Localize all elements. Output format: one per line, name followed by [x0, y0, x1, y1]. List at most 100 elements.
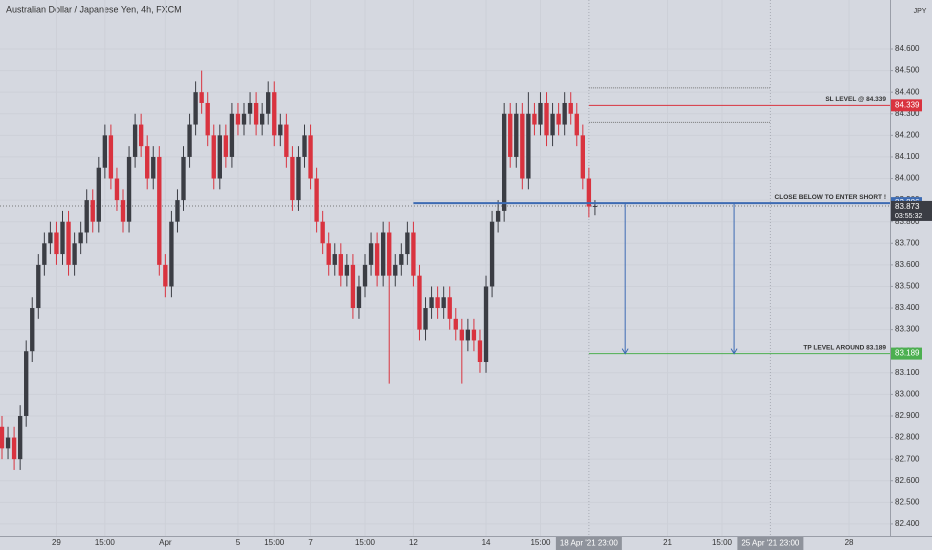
y-tick-label: 83.000: [895, 390, 920, 399]
candle-body: [538, 102, 543, 125]
candle-body: [17, 415, 23, 460]
candle-body: [151, 156, 156, 179]
candle-body: [11, 437, 17, 460]
candle-body: [477, 340, 483, 363]
candle-body: [60, 221, 65, 255]
candle-body: [108, 135, 114, 179]
x-tick-label: 5: [236, 538, 241, 547]
candle-body: [253, 102, 259, 125]
candle-body: [526, 113, 531, 179]
y-tick-label: 83.500: [895, 282, 920, 291]
candle-body: [338, 254, 343, 276]
level-label: SL LEVEL @ 84.339: [825, 96, 886, 103]
candle-body: [96, 167, 101, 222]
candle-body: [344, 264, 350, 276]
candle-body: [0, 426, 5, 449]
candle-body: [374, 243, 380, 276]
candle-body: [302, 135, 307, 157]
marker-label: 25 Apr '21 23:00: [741, 539, 800, 548]
candle-body: [205, 102, 210, 136]
candle-body: [30, 308, 35, 352]
candle-body: [120, 200, 126, 222]
x-tick-label: 15:00: [95, 538, 116, 547]
candle-body: [332, 254, 337, 265]
y-tick-label: 84.400: [895, 87, 920, 96]
x-tick-label: 15:00: [712, 538, 733, 547]
chart-title: Australian Dollar / Japanese Yen, 4h, FX…: [6, 4, 182, 14]
candle-body: [562, 102, 567, 125]
candle-body: [508, 113, 513, 157]
candle-body: [320, 221, 325, 244]
candle-body: [356, 286, 362, 309]
y-tick-label: 82.700: [895, 454, 920, 463]
candle-body: [580, 135, 586, 179]
candle-body: [114, 178, 120, 201]
y-tick-label: 82.800: [895, 433, 920, 442]
x-tick-label: 15:00: [355, 538, 376, 547]
candle-body: [520, 113, 525, 179]
candle-body: [72, 243, 77, 265]
y-tick-label: 84.000: [895, 174, 920, 183]
candle-body: [544, 102, 549, 136]
x-tick-label: 7: [308, 538, 313, 547]
x-tick-label: Apr: [159, 538, 172, 547]
candle-body: [187, 124, 192, 157]
arrow-head: [730, 348, 738, 355]
y-tick-label: 83.700: [895, 238, 920, 247]
candle-body: [48, 232, 53, 244]
price-tag-label: 84.339: [895, 100, 920, 109]
candle-body: [126, 156, 132, 222]
candle-body: [175, 200, 180, 222]
y-tick-label: 83.400: [895, 303, 920, 312]
candle-body: [489, 221, 495, 287]
candle-body: [241, 113, 247, 125]
candle-body: [90, 200, 95, 222]
candle-body: [550, 113, 555, 136]
candle-body: [556, 113, 561, 125]
candle-body: [5, 437, 11, 449]
countdown: 03:55:32: [895, 213, 922, 220]
level-label: CLOSE BELOW TO ENTER SHORT !: [775, 194, 886, 201]
candle-body: [362, 264, 368, 287]
candle-body: [429, 297, 434, 309]
arrow-head: [621, 348, 629, 355]
level-label: TP LEVEL AROUND 83.189: [803, 344, 886, 351]
candle-body: [459, 329, 464, 341]
marker-label: 18 Apr '21 23:00: [560, 539, 619, 548]
candle-body: [223, 135, 229, 157]
y-tick-label: 84.100: [895, 152, 920, 161]
candle-body: [163, 264, 168, 287]
y-tick-label: 83.300: [895, 325, 920, 334]
candle-body: [471, 329, 477, 341]
y-tick-label: 83.600: [895, 260, 920, 269]
candle-body: [181, 156, 186, 201]
marker-tag: [555, 537, 622, 550]
candle-body: [211, 135, 216, 179]
candle-body: [259, 113, 265, 125]
candle-body: [586, 178, 592, 207]
candle-body: [368, 243, 374, 265]
candle-body: [568, 102, 573, 114]
y-tick-label: 83.100: [895, 368, 920, 377]
x-tick-label: 15:00: [264, 538, 285, 547]
candle-body: [199, 92, 204, 103]
candle-body: [145, 146, 150, 179]
candle-body: [532, 113, 537, 125]
candle-body: [387, 232, 392, 276]
candle-body: [24, 351, 29, 416]
candle-body: [465, 329, 471, 341]
candle-body: [326, 243, 331, 265]
candle-body: [405, 232, 410, 255]
candle-body: [296, 156, 301, 201]
x-tick-label: 14: [482, 538, 491, 547]
candle-body: [441, 297, 446, 309]
candle-body: [284, 124, 289, 157]
candle-body: [574, 113, 579, 136]
candle-body: [514, 113, 519, 157]
candle-body: [102, 135, 108, 168]
x-tick-label: 29: [52, 538, 61, 547]
candle-body: [78, 232, 83, 244]
x-tick-label: 28: [845, 538, 854, 547]
